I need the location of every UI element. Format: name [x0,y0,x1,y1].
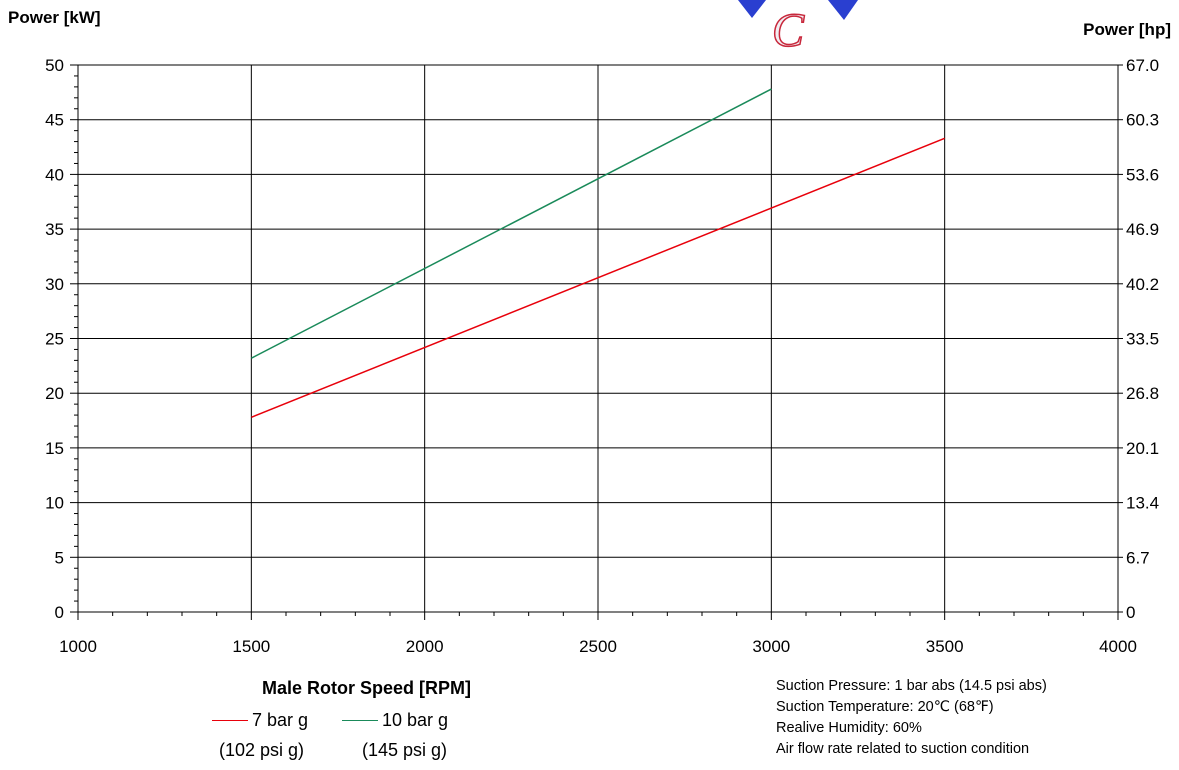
y-tick-label: 5 [55,548,64,567]
y-tick-label: 30 [45,275,64,294]
x-tick-label: 3500 [926,637,964,656]
series-line-1 [250,88,772,359]
y2-tick-label: 20.1 [1126,439,1159,458]
y2-tick-label: 13.4 [1126,494,1159,513]
y2-tick-label: 26.8 [1126,384,1159,403]
y-tick-label: 10 [45,494,64,513]
y2-tick-label: 40.2 [1126,275,1159,294]
y-tick-label: 25 [45,330,64,349]
y-tick-label: 35 [45,220,64,239]
y-tick-label: 15 [45,439,64,458]
x-tick-label: 1000 [59,637,97,656]
y2-tick-label: 46.9 [1126,220,1159,239]
legend-sublabel-10bar: (145 psi g) [362,740,448,760]
y2-tick-label: 33.5 [1126,330,1159,349]
company-logo: C [732,0,862,58]
series-line-0 [251,137,945,418]
x-tick-label: 2500 [579,637,617,656]
y2-tick-label: 67.0 [1126,56,1159,75]
x-tick-label: 4000 [1099,637,1137,656]
x-axis-label: Male Rotor Speed [RPM] [262,678,472,698]
note-suction-temperature: Suction Temperature: 20℃ (68℉) [776,699,994,715]
y-axis-label-left: Power [kW] [8,8,101,27]
note-humidity: Realive Humidity: 60% [776,720,922,736]
y-tick-label: 0 [55,603,64,622]
legend-label-7bar: 7 bar g [252,710,309,730]
note-air-flow: Air flow rate related to suction conditi… [776,741,1030,757]
y2-tick-label: 6.7 [1126,548,1150,567]
y2-tick-label: 0 [1126,603,1135,622]
plot-frame [77,64,1119,613]
y-axis-label-right: Power [hp] [1083,20,1171,39]
y2-tick-label: 60.3 [1126,111,1159,130]
x-tick-label: 1500 [232,637,270,656]
legend-item-10bar: 10 bar g [342,710,448,731]
svg-text:C: C [772,4,805,52]
legend-swatch-10bar [342,720,378,721]
conditions-notes: Suction Pressure: 1 bar abs (14.5 psi ab… [776,676,1047,760]
y-tick-label: 40 [45,165,64,184]
legend-label-10bar: 10 bar g [382,710,449,730]
legend-item-7bar: 7 bar g [212,710,308,731]
x-tick-label: 3000 [752,637,790,656]
y2-tick-label: 53.6 [1126,165,1159,184]
legend-swatch-7bar [212,720,248,721]
legend-sublabel-7bar: (102 psi g) [219,740,305,760]
x-tick-label: 2000 [406,637,444,656]
y-tick-label: 20 [45,384,64,403]
y-tick-label: 50 [45,56,64,75]
note-suction-pressure: Suction Pressure: 1 bar abs (14.5 psi ab… [776,678,1047,694]
y-tick-label: 45 [45,111,64,130]
